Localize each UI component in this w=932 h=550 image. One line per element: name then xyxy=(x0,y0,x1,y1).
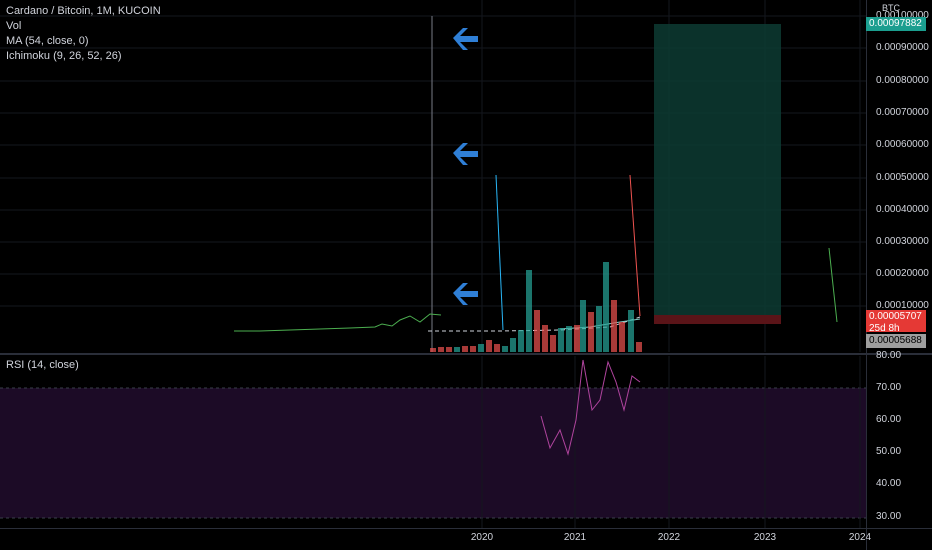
rsi-tick: 30.00 xyxy=(876,511,902,522)
target-zone[interactable] xyxy=(654,24,781,315)
last-price-value: 0.00005707 xyxy=(869,311,922,322)
left-arrow-icon xyxy=(453,283,478,305)
legend-ichimoku[interactable]: Ichimoku (9, 26, 52, 26) xyxy=(6,50,122,62)
countdown-value: 25d 8h xyxy=(869,323,900,334)
rsi-levels xyxy=(0,387,866,519)
rsi-tick: 80.00 xyxy=(876,350,902,361)
rsi-tick: 70.00 xyxy=(876,382,902,393)
time-tick: 2024 xyxy=(848,532,872,543)
time-tick: 2023 xyxy=(753,532,777,543)
time-axis-border xyxy=(0,528,932,529)
legend-title[interactable]: Cardano / Bitcoin, 1M, KUCOIN xyxy=(6,5,161,17)
ichimoku-line xyxy=(828,247,838,323)
legend-rsi[interactable]: RSI (14, close) xyxy=(6,359,79,371)
rsi-tick: 50.00 xyxy=(876,446,902,457)
rsi-tick: 40.00 xyxy=(876,478,902,489)
rsi-legend: RSI (14, close) xyxy=(6,358,79,373)
ma-line xyxy=(234,313,442,332)
price-tick: 0.00050000 xyxy=(876,172,929,183)
price-tick: 0.00040000 xyxy=(876,204,929,215)
time-tick: 2021 xyxy=(563,532,587,543)
price-tick: 0.00100000 xyxy=(876,10,929,21)
currency-label: BTC xyxy=(882,3,900,13)
legend-ma[interactable]: MA (54, close, 0) xyxy=(6,35,89,47)
rsi-band xyxy=(0,388,866,518)
price-tick: 0.00010000 xyxy=(876,300,929,311)
target-price-tag: 0.00097882 xyxy=(866,17,926,31)
ichimoku-line xyxy=(495,174,504,331)
last-price-tag: 0.00005707 25d 8h xyxy=(866,310,926,334)
price-tick: 0.00070000 xyxy=(876,107,929,118)
stop-price-tag: 0.00005688 xyxy=(866,334,926,348)
price-tick: 0.00020000 xyxy=(876,268,929,279)
left-arrow-icon xyxy=(453,143,478,165)
pane-separator[interactable] xyxy=(0,353,932,355)
volume-bars xyxy=(430,262,642,352)
price-tick: 0.00030000 xyxy=(876,236,929,247)
rsi-line xyxy=(540,359,641,456)
left-arrow-icon xyxy=(453,28,478,50)
legend: Cardano / Bitcoin, 1M, KUCOIN Vol MA (54… xyxy=(6,4,161,64)
ichimoku-line xyxy=(629,174,641,317)
price-axis-border xyxy=(866,0,867,550)
time-tick: 2022 xyxy=(657,532,681,543)
price-tick: 0.00060000 xyxy=(876,139,929,150)
price-tick: 0.00090000 xyxy=(876,42,929,53)
price-tick: 0.00080000 xyxy=(876,75,929,86)
stop-zone[interactable] xyxy=(654,315,781,324)
rsi-tick: 60.00 xyxy=(876,414,902,425)
time-tick: 2020 xyxy=(470,532,494,543)
legend-vol[interactable]: Vol xyxy=(6,20,22,32)
